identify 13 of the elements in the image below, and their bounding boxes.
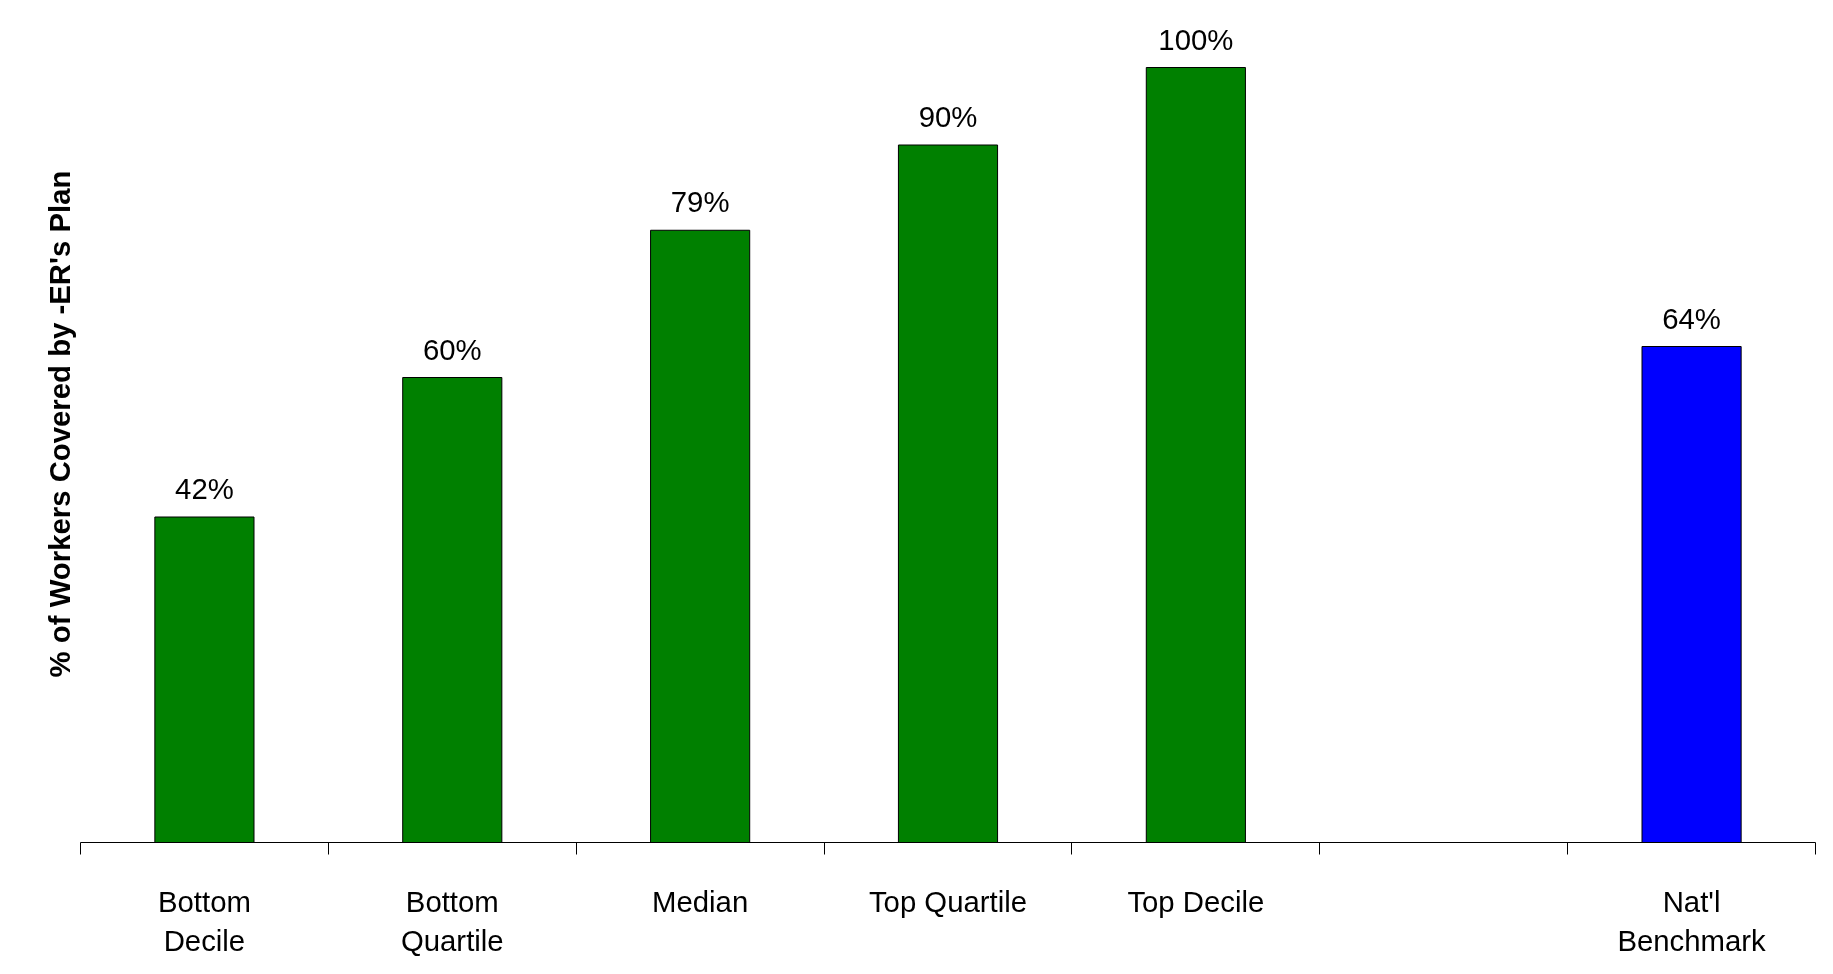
data-label: 60% [422, 332, 482, 366]
x-tick-label: Bottom Decile [157, 884, 251, 958]
data-label: 79% [670, 185, 730, 219]
x-tick-label: Top Decile [1127, 884, 1265, 918]
data-label: 90% [918, 100, 978, 133]
data-label: 100% [1158, 22, 1234, 56]
data-label: 64% [1662, 301, 1721, 335]
y-axis-title: % of Workers Covered by -ER's Plan [42, 170, 76, 678]
x-tick-label: Nat'l Benchmark [1617, 884, 1767, 958]
x-tick-label: Top Quartile [868, 884, 1028, 918]
data-label: 42% [175, 472, 234, 505]
x-tick-label: Bottom Quartile [400, 884, 504, 958]
x-tick-label: Median [652, 884, 749, 918]
